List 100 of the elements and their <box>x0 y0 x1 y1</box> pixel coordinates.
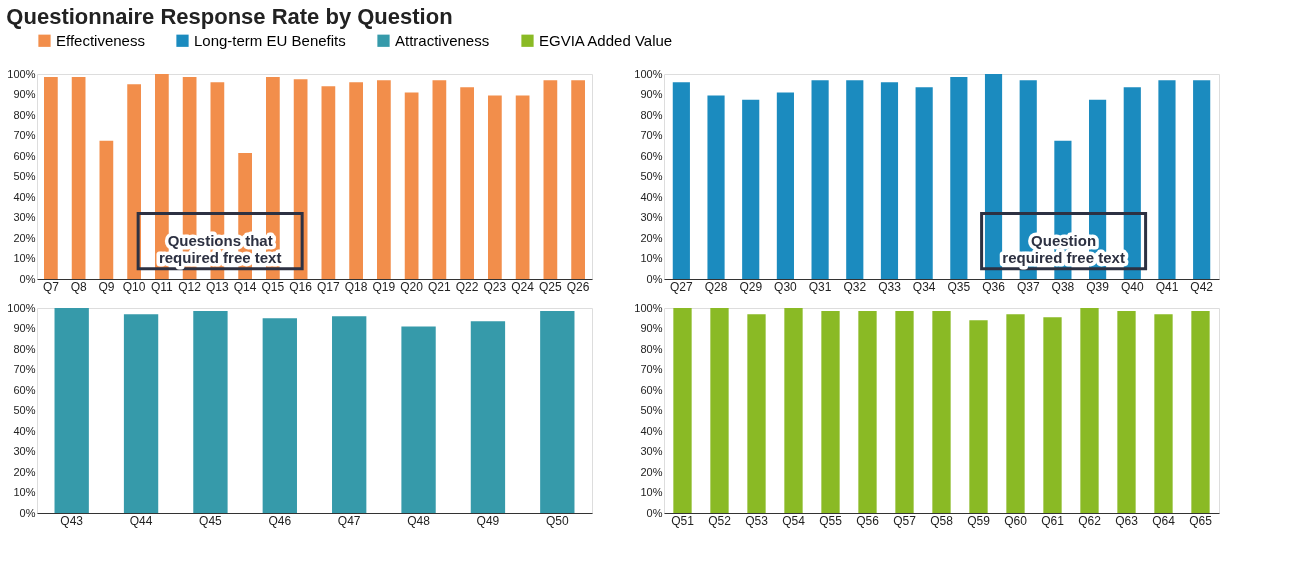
x-tick-label: Q19 <box>372 279 396 294</box>
bar <box>950 77 968 279</box>
y-tick-label: 50% <box>640 170 663 182</box>
x-tick-label: Q33 <box>878 279 902 294</box>
x-tick-label: Q10 <box>122 279 146 294</box>
y-tick-label: 60% <box>13 149 36 162</box>
chart-title: Questionnaire Response Rate by Question <box>6 4 453 29</box>
y-tick-label: 10% <box>13 252 36 264</box>
x-tick-label: Q8 <box>70 279 87 294</box>
bar <box>54 308 89 513</box>
x-tick-label: Q15 <box>261 279 285 294</box>
x-tick-label: Q34 <box>912 279 936 294</box>
x-tick-label: Q22 <box>455 279 479 294</box>
bar <box>432 80 447 279</box>
legend-label: Attractiveness <box>395 31 490 49</box>
x-tick-label: Q25 <box>539 279 563 294</box>
x-tick-label: Q39 <box>1086 279 1110 294</box>
y-tick-label: 40% <box>13 424 36 437</box>
x-tick-label: Q51 <box>671 513 695 528</box>
x-tick-label: Q7 <box>42 279 60 294</box>
x-tick-label: Q55 <box>819 513 843 528</box>
x-tick-label: Q65 <box>1189 513 1213 528</box>
x-tick-label: Q54 <box>782 513 806 528</box>
y-tick-label: 40% <box>13 190 36 203</box>
x-tick-label: Q62 <box>1078 513 1102 528</box>
bar <box>932 311 951 513</box>
bar <box>404 92 419 279</box>
y-tick-label: 30% <box>640 211 663 223</box>
bar <box>915 87 933 279</box>
bar <box>895 311 914 513</box>
x-tick-label: Q28 <box>704 279 728 294</box>
x-tick-label: Q30 <box>774 279 798 294</box>
x-tick-label: Q41 <box>1155 279 1179 294</box>
bar <box>401 326 436 513</box>
bar <box>377 80 391 279</box>
legend-label: Long-term EU Benefits <box>194 31 346 49</box>
y-tick-label: 10% <box>640 252 663 264</box>
y-tick-label: 80% <box>13 108 36 121</box>
y-tick-label: 0% <box>646 272 663 285</box>
x-tick-label: Q46 <box>268 513 292 528</box>
y-tick-label: 50% <box>13 404 36 416</box>
y-tick-label: 70% <box>13 363 36 375</box>
x-tick-label: Q20 <box>400 279 424 294</box>
x-tick-label: Q35 <box>947 279 971 294</box>
y-tick-label: 0% <box>646 506 663 519</box>
x-tick-label: Q40 <box>1120 279 1144 294</box>
x-tick-label: Q9 <box>98 279 115 294</box>
x-tick-label: Q47 <box>337 513 361 528</box>
y-tick-label: 90% <box>640 322 663 334</box>
y-tick-label: 0% <box>19 506 36 519</box>
x-tick-label: Q32 <box>843 279 867 294</box>
bar <box>127 84 141 279</box>
y-tick-label: 20% <box>640 465 663 478</box>
bar <box>1154 314 1173 513</box>
x-tick-label: Q59 <box>967 513 991 528</box>
y-tick-label: 20% <box>640 231 663 244</box>
bar <box>1117 311 1136 513</box>
x-tick-label: Q43 <box>60 513 84 528</box>
x-tick-label: Q13 <box>206 279 230 294</box>
y-tick-label: 20% <box>13 465 36 478</box>
y-tick-label: 10% <box>13 486 36 498</box>
bar <box>969 320 988 513</box>
x-tick-label: Q31 <box>808 279 832 294</box>
bar <box>460 87 474 279</box>
y-tick-label: 70% <box>640 129 663 141</box>
x-tick-label: Q45 <box>199 513 223 528</box>
bar <box>742 99 760 279</box>
bar <box>123 314 159 513</box>
x-tick-label: Q53 <box>745 513 769 528</box>
bar <box>488 95 502 279</box>
bar <box>673 308 692 513</box>
y-tick-label: 80% <box>640 108 663 121</box>
bar <box>710 308 729 513</box>
bar <box>193 311 228 513</box>
x-tick-label: Q36 <box>982 279 1006 294</box>
x-tick-label: Q14 <box>233 279 257 294</box>
bar <box>880 82 899 279</box>
x-tick-label: Q57 <box>893 513 917 528</box>
x-tick-label: Q44 <box>129 513 153 528</box>
x-tick-label: Q56 <box>856 513 880 528</box>
x-tick-label: Q63 <box>1115 513 1139 528</box>
y-tick-label: 30% <box>13 211 36 223</box>
x-tick-label: Q12 <box>178 279 202 294</box>
bar <box>858 311 877 513</box>
x-tick-label: Q17 <box>317 279 341 294</box>
y-tick-label: 50% <box>13 170 36 182</box>
bar <box>811 80 829 279</box>
x-tick-label: Q16 <box>289 279 313 294</box>
x-tick-label: Q58 <box>930 513 954 528</box>
x-tick-label: Q49 <box>476 513 500 528</box>
bar <box>1193 80 1211 279</box>
x-tick-label: Q24 <box>511 279 535 294</box>
x-tick-label: Q11 <box>150 279 174 294</box>
x-tick-label: Q64 <box>1152 513 1176 528</box>
y-tick-label: 90% <box>640 88 663 100</box>
y-tick-label: 100% <box>7 301 36 314</box>
x-tick-label: Q23 <box>483 279 507 294</box>
legend-label: EGVIA Added Value <box>539 31 673 49</box>
bar <box>1043 317 1062 513</box>
y-tick-label: 50% <box>640 404 663 416</box>
